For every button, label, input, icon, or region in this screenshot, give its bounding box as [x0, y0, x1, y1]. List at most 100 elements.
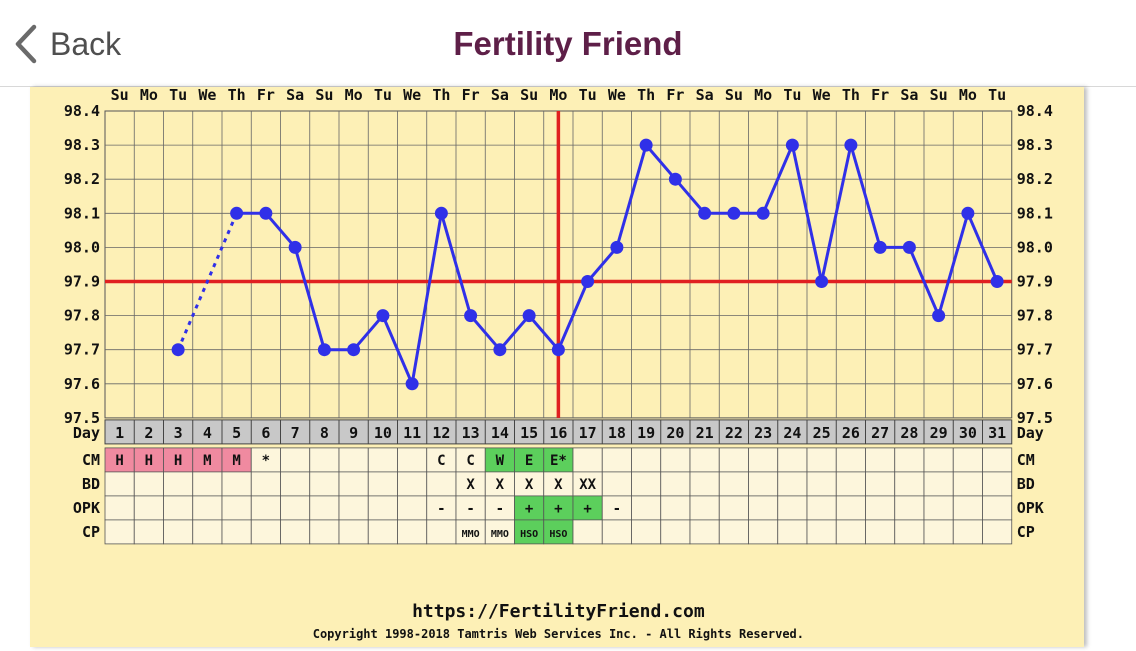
obs-cell [221, 447, 252, 473]
day-number: 9 [349, 424, 358, 442]
y-tick-label-left: 98.2 [64, 170, 100, 188]
weekday-label: Mo [140, 87, 158, 104]
obs-cell [689, 519, 720, 545]
obs-cell-text: M [203, 453, 211, 469]
y-tick-label-right: 97.7 [1017, 341, 1053, 359]
obs-cell [280, 447, 311, 473]
temp-segment [556, 280, 590, 351]
weekday-label: Su [315, 87, 333, 104]
day-row-label-left: Day [73, 424, 100, 442]
y-tick-label-left: 98.4 [64, 102, 100, 120]
weekday-label: We [403, 87, 421, 104]
obs-cell [163, 519, 194, 545]
obs-cell [338, 471, 369, 497]
y-tick-label-right: 97.8 [1017, 307, 1053, 325]
row-label-right: OPK [1017, 499, 1044, 517]
obs-cell [806, 447, 837, 473]
weekday-label: Sa [491, 87, 509, 104]
obs-cell [777, 495, 808, 521]
obs-cell [865, 495, 896, 521]
obs-cell [689, 447, 720, 473]
obs-cell [309, 495, 340, 521]
obs-cell [543, 519, 574, 545]
obs-cell [631, 471, 662, 497]
obs-cell-text: W [496, 453, 505, 469]
y-tick-label-left: 97.9 [64, 273, 100, 291]
obs-cell [777, 447, 808, 473]
temp-segment [849, 144, 882, 248]
temp-segment [352, 314, 385, 351]
temp-segment [644, 144, 677, 181]
obs-cell [923, 495, 954, 521]
obs-cell [104, 519, 135, 545]
day-number: 3 [174, 424, 183, 442]
obs-cell [572, 519, 603, 545]
obs-cell [601, 519, 632, 545]
obs-cell [484, 519, 515, 545]
obs-cell [865, 471, 896, 497]
row-label-left: OPK [73, 499, 100, 517]
weekday-label: Fr [462, 87, 480, 104]
obs-cell-text: C [437, 453, 445, 469]
obs-cell [397, 495, 428, 521]
weekday-label: Th [637, 87, 655, 104]
weekday-label: Fr [666, 87, 684, 104]
y-tick-label-left: 98.0 [64, 238, 100, 256]
obs-cell [104, 471, 135, 497]
obs-cell [982, 495, 1013, 521]
obs-cell-text: * [262, 453, 270, 469]
obs-cell-text: + [583, 501, 591, 517]
obs-cell [192, 471, 223, 497]
temp-point [961, 206, 975, 220]
obs-cell [601, 447, 632, 473]
obs-cell-text: - [613, 501, 621, 517]
weekday-label: Su [725, 87, 743, 104]
temp-point [698, 206, 712, 220]
temp-point [815, 275, 829, 288]
y-tick-label-right: 98.0 [1017, 238, 1053, 256]
obs-cell-text: - [496, 501, 504, 517]
obs-cell [163, 495, 194, 521]
temp-point [288, 240, 302, 254]
obs-cell [514, 447, 545, 473]
obs-cell [455, 495, 486, 521]
back-label: Back [50, 25, 122, 62]
weekday-label: Mo [549, 87, 567, 104]
temp-segment [790, 144, 824, 282]
obs-cell [543, 471, 574, 497]
day-number: 5 [232, 424, 241, 442]
obs-cell [192, 519, 223, 545]
temp-point [844, 138, 858, 152]
obs-cell [250, 471, 281, 497]
obs-cell [484, 471, 515, 497]
obs-cell [689, 495, 720, 521]
temp-point [873, 240, 887, 254]
temp-point [668, 172, 682, 186]
day-number: 7 [291, 424, 300, 442]
obs-cell [133, 495, 164, 521]
weekday-label: Sa [286, 87, 304, 104]
weekday-label: Tu [579, 87, 597, 104]
weekday-label: Mo [345, 87, 363, 104]
page-title: Fertility Friend [453, 25, 683, 62]
row-label-left: CP [82, 523, 100, 541]
temp-point [464, 309, 478, 323]
obs-cell [631, 495, 662, 521]
temp-point [639, 138, 653, 152]
weekday-label: Tu [783, 87, 801, 104]
weekday-label: Fr [871, 87, 889, 104]
obs-cell [104, 495, 135, 521]
temp-point [902, 240, 916, 254]
obs-cell-text: H [115, 453, 123, 469]
back-button[interactable]: Back [14, 22, 121, 66]
obs-cell [894, 495, 925, 521]
temp-point [581, 275, 595, 288]
obs-cell [192, 495, 223, 521]
day-number: 20 [666, 424, 684, 442]
obs-cell [280, 471, 311, 497]
weekday-label: Tu [988, 87, 1006, 104]
day-row [104, 419, 1013, 445]
obs-cell [397, 471, 428, 497]
temp-point [434, 206, 448, 220]
obs-cell [367, 495, 398, 521]
